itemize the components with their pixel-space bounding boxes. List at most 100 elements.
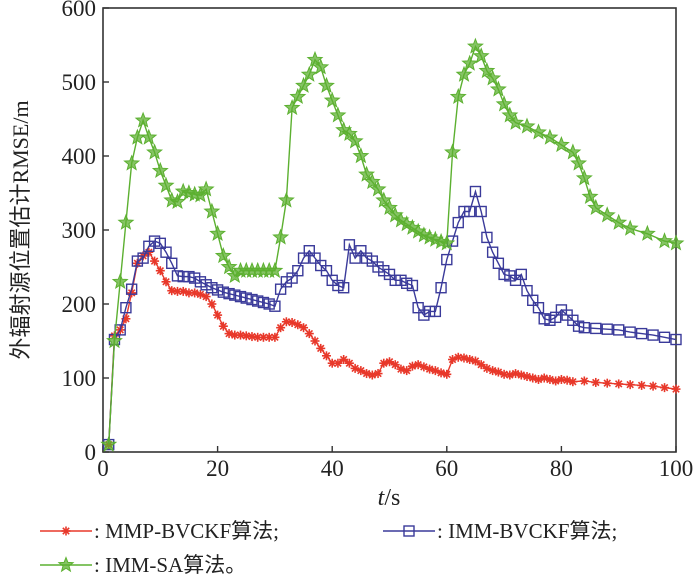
data-point (570, 154, 588, 171)
data-point (281, 317, 291, 327)
data-point (197, 180, 215, 197)
data-point (372, 261, 384, 273)
legend-asterisk-icon (61, 526, 71, 536)
legend-item: : IMM-SA算法。 (40, 553, 246, 577)
data-point (161, 277, 171, 287)
data-point (529, 123, 547, 140)
data-point (358, 165, 376, 182)
data-point (539, 373, 549, 383)
data-point (223, 287, 235, 300)
data-point (299, 323, 309, 333)
data-point (272, 228, 290, 245)
data-point (340, 124, 358, 142)
data-point (598, 206, 616, 223)
data-point (146, 143, 164, 160)
data-point (283, 99, 301, 116)
data-point (312, 58, 330, 75)
data-point (489, 80, 507, 97)
y-tick-label: 400 (62, 144, 97, 169)
data-point (295, 76, 313, 93)
data-point (151, 161, 169, 179)
data-point (637, 380, 647, 390)
data-point (297, 252, 310, 264)
data-point (352, 147, 370, 164)
data-point (438, 234, 456, 251)
data-point (515, 268, 527, 281)
data-point (402, 366, 412, 376)
legend-label: : IMM-BVCKF算法; (437, 519, 617, 543)
data-point (373, 369, 383, 379)
data-point (209, 224, 227, 241)
legend-label: : IMM-SA算法。 (94, 553, 246, 577)
x-tick-label: 40 (321, 456, 344, 481)
data-point (201, 292, 211, 302)
series-line (108, 188, 677, 445)
x-axis-unit: /s (384, 485, 400, 511)
data-point (378, 265, 390, 277)
data-point (234, 290, 247, 303)
data-point (412, 302, 424, 314)
data-point (217, 286, 230, 298)
data-point (220, 258, 238, 275)
data-point (263, 298, 275, 310)
data-point (492, 257, 505, 269)
data-point (188, 272, 201, 284)
data-point (418, 309, 430, 321)
data-point (344, 358, 354, 368)
x-tick-label: 100 (659, 456, 694, 481)
data-point (670, 333, 682, 346)
data-point (444, 143, 462, 160)
data-point (458, 205, 470, 218)
data-point (111, 272, 129, 290)
data-point (360, 252, 373, 264)
data-point (269, 300, 281, 312)
data-point (274, 283, 287, 295)
series-square (103, 185, 682, 451)
data-point (478, 62, 496, 79)
x-tick-label: 0 (97, 456, 109, 481)
data-point (406, 279, 419, 292)
data-point (323, 91, 341, 108)
y-tick-label: 600 (62, 0, 97, 21)
data-point (125, 283, 138, 295)
data-point (461, 54, 479, 71)
data-point (453, 352, 463, 362)
data-point (123, 154, 141, 171)
data-point (320, 265, 333, 277)
data-point (429, 305, 442, 318)
data-point (100, 435, 118, 452)
data-point (270, 332, 280, 342)
data-point (236, 330, 246, 340)
data-point (507, 113, 525, 130)
data-point (218, 321, 228, 331)
data-point (306, 50, 324, 68)
data-point (509, 274, 522, 287)
data-point (656, 232, 674, 249)
data-point (435, 282, 447, 294)
data-point (355, 245, 367, 257)
data-point (140, 128, 158, 145)
data-point (200, 279, 212, 291)
y-tick-label: 100 (62, 366, 97, 391)
data-point (252, 295, 264, 307)
data-point (470, 356, 480, 366)
data-point (400, 277, 413, 289)
data-point (466, 37, 484, 54)
data-point (613, 324, 625, 336)
data-point (501, 106, 519, 123)
data-point (300, 65, 318, 82)
data-point (316, 343, 326, 353)
legend-label: : MMP-BVCKF算法; (94, 519, 279, 543)
data-point (647, 329, 659, 341)
data-point (521, 284, 533, 297)
legend-star-icon (57, 556, 75, 573)
y-tick-label: 0 (85, 440, 97, 465)
data-point (567, 314, 579, 326)
x-tick-label: 60 (435, 456, 458, 481)
data-point (638, 224, 656, 241)
data-point (389, 274, 401, 287)
data-point (572, 320, 585, 332)
data-point (134, 111, 152, 128)
data-point (538, 313, 550, 325)
